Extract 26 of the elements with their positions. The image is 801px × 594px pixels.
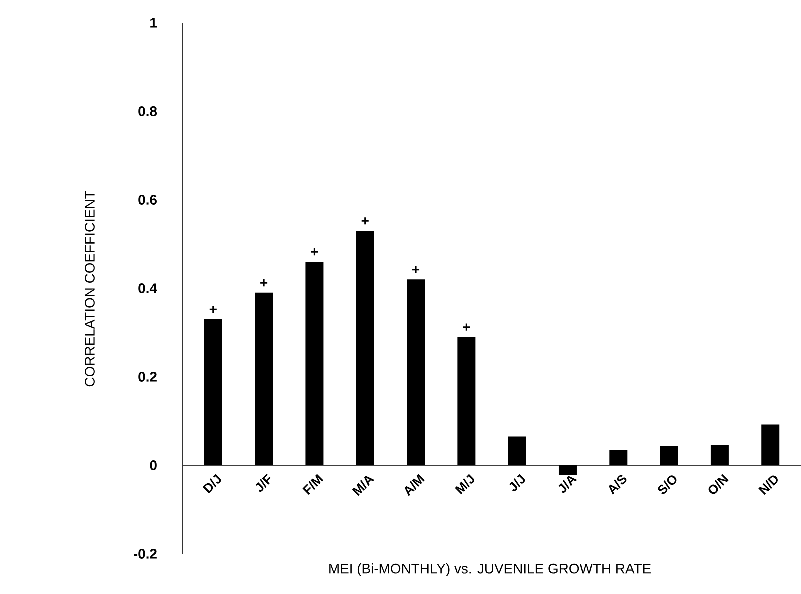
annotation: + bbox=[412, 266, 420, 274]
y-tick-label: 1 bbox=[150, 18, 158, 28]
x-axis-title: MEI (Bi-MONTHLY) vs. JUVENILE GROWTH RATE bbox=[330, 564, 651, 577]
x-tick-label: M/A bbox=[352, 476, 375, 496]
x-tick-label: J/F bbox=[256, 474, 271, 492]
x-tick-label: M/J bbox=[455, 474, 475, 495]
y-tick-label: 0.6 bbox=[138, 195, 157, 205]
y-tick-label: 0.4 bbox=[138, 284, 158, 294]
y-tick-label: -0.2 bbox=[134, 549, 157, 559]
annotation: + bbox=[362, 218, 369, 225]
annotation: + bbox=[260, 280, 268, 287]
x-tick-label: J/J bbox=[510, 474, 526, 492]
x-tick-label: F/M bbox=[302, 474, 324, 496]
y-tick-label: 0 bbox=[150, 460, 157, 470]
annotation: + bbox=[463, 324, 470, 331]
annotation: + bbox=[210, 306, 217, 314]
y-tick-label: 0.2 bbox=[138, 372, 157, 382]
annotation: + bbox=[311, 248, 318, 256]
x-tick-label: D/J bbox=[202, 474, 222, 494]
y-tick-label: 0.8 bbox=[138, 106, 158, 116]
x-tick-label: N/D bbox=[758, 476, 778, 496]
y-axis-title: CORRELATION COEFFICIENT bbox=[85, 191, 95, 387]
x-tick-label: S/O bbox=[658, 476, 677, 494]
x-tick-label: O/N bbox=[708, 474, 729, 494]
x-tick-label: J/A bbox=[558, 476, 578, 494]
x-tick-label: A/S bbox=[609, 475, 627, 495]
